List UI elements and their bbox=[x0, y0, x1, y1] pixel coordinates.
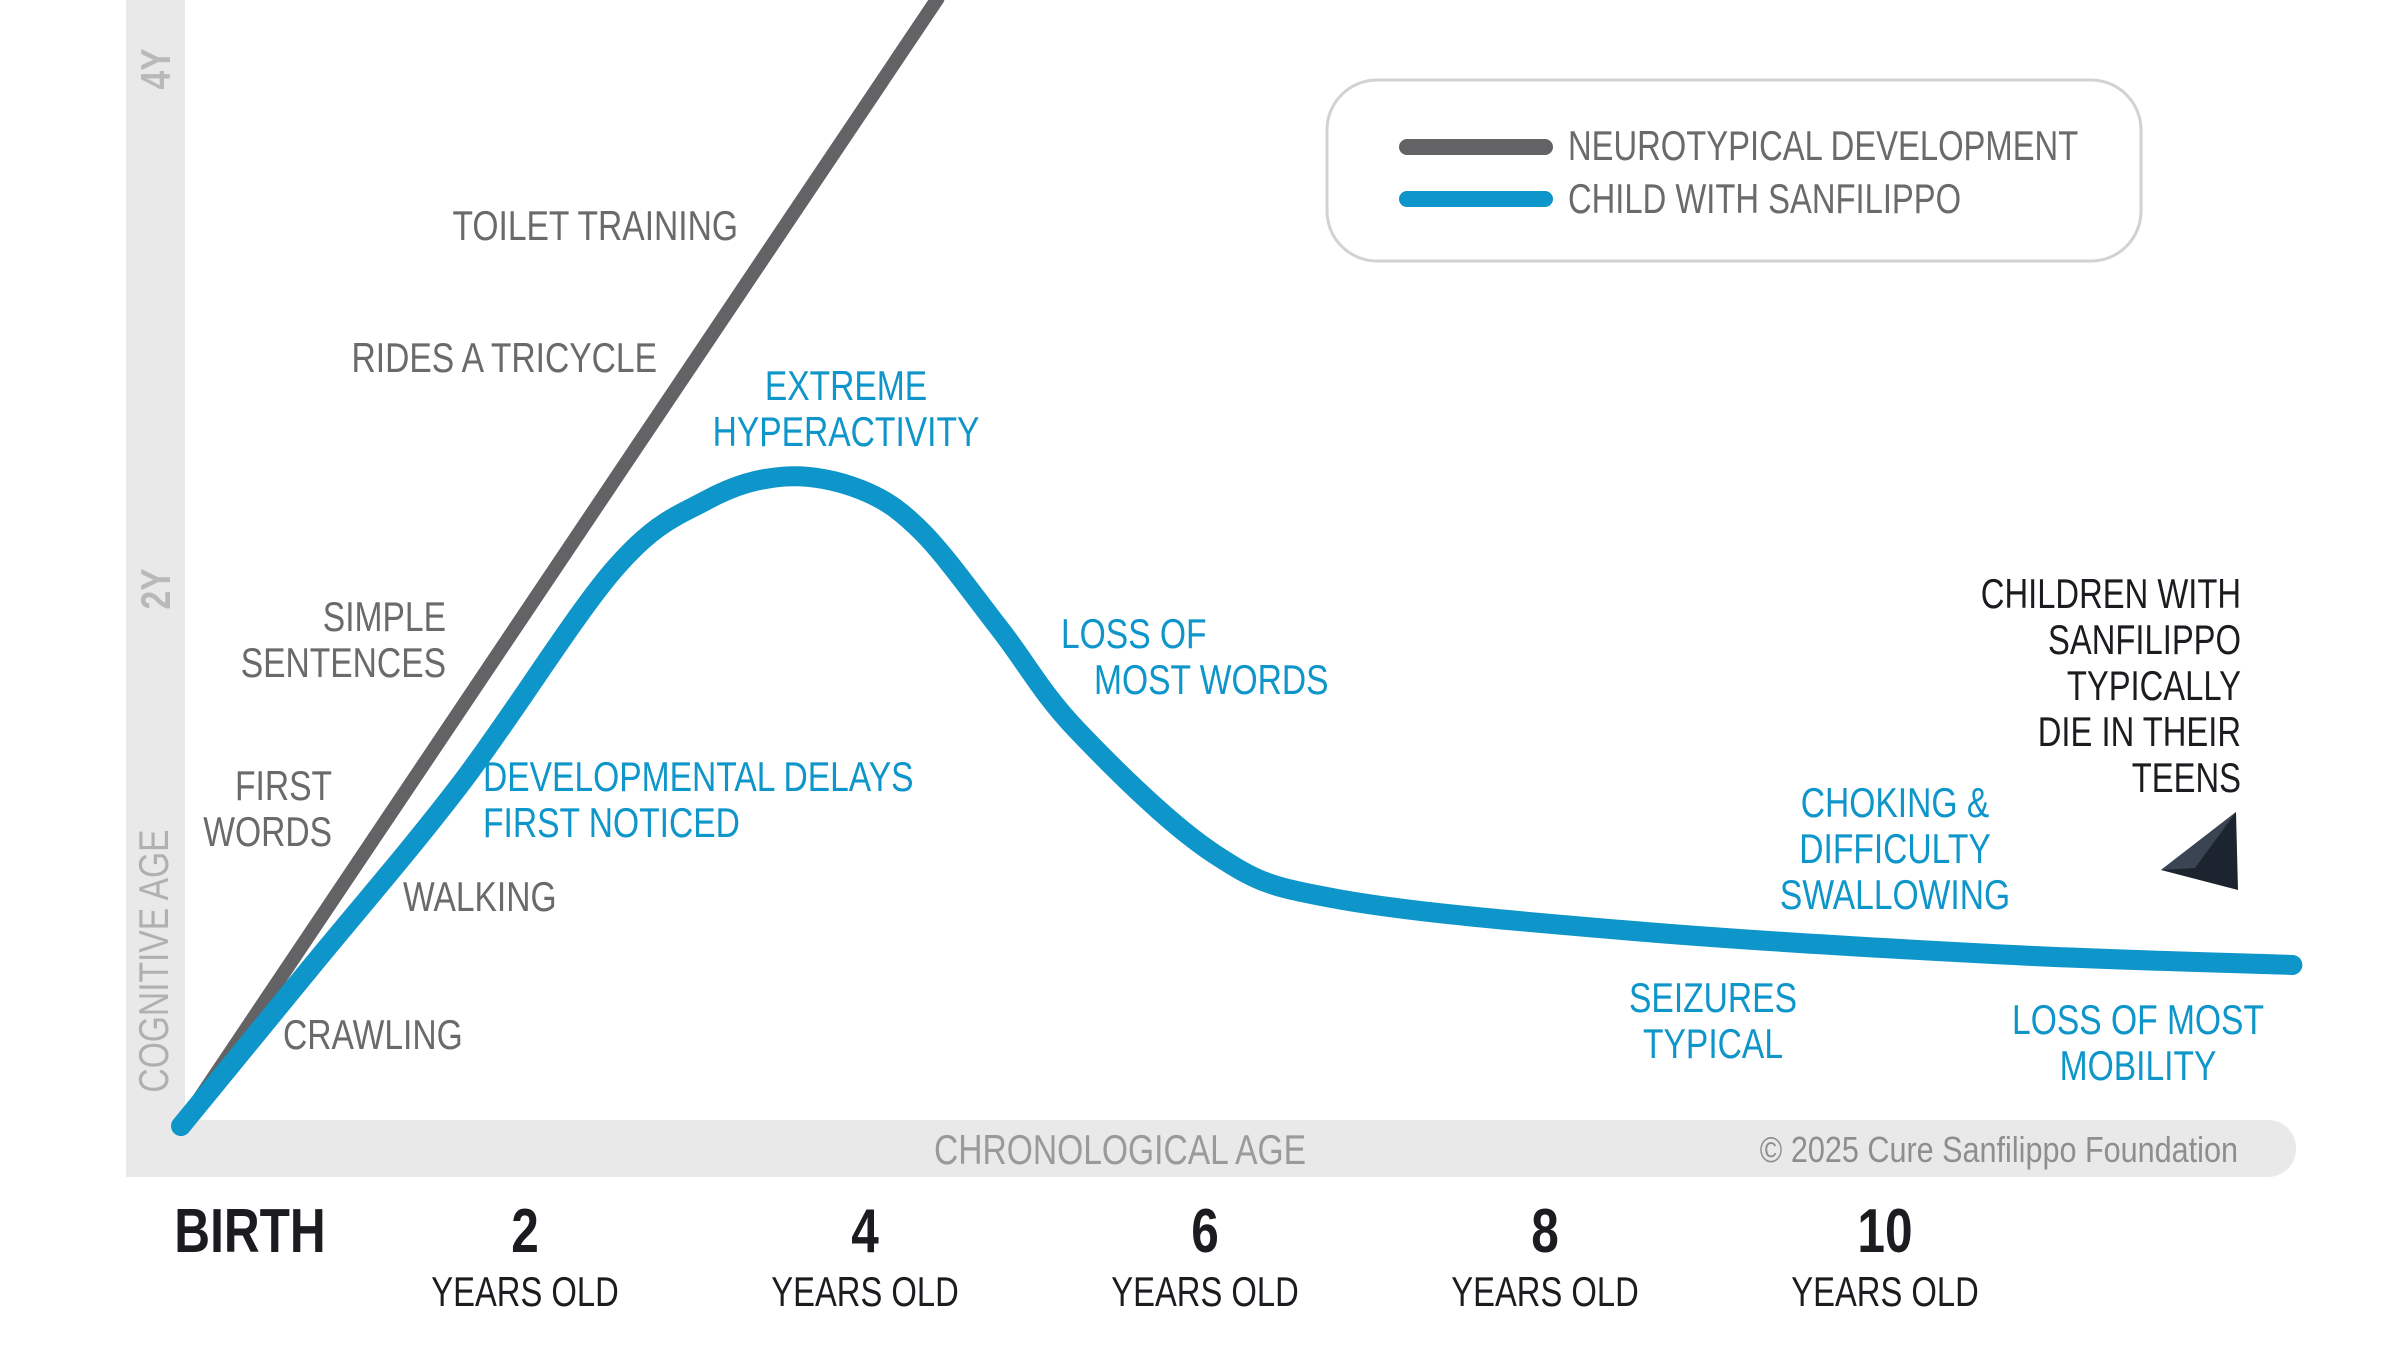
series-sanfilippo-line bbox=[171, 466, 2303, 1136]
annotation-simple-sentences-1: SIMPLE bbox=[323, 595, 446, 641]
teens-note-3: TYPICALLY bbox=[2067, 662, 2241, 709]
annotation-first-words-1: FIRST bbox=[235, 764, 332, 810]
x-tick-label: BIRTH bbox=[174, 1196, 325, 1266]
annotation-mobility-1: LOSS OF MOST bbox=[2012, 998, 2264, 1044]
annotation-crawling: CRAWLING bbox=[283, 1013, 463, 1059]
x-tick-sublabel: YEARS OLD bbox=[1791, 1268, 1978, 1315]
teens-note-4: DIE IN THEIR bbox=[2038, 708, 2241, 755]
annotation-walking: WALKING bbox=[403, 875, 557, 921]
teens-note-5: TEENS bbox=[2132, 754, 2241, 801]
annotation-simple-sentences-2: SENTENCES bbox=[241, 641, 446, 687]
annotation-loss-words-2: MOST WORDS bbox=[1094, 658, 1328, 704]
legend-label-sanfilippo: CHILD WITH SANFILIPPO bbox=[1568, 175, 1961, 222]
x-axis-label: CHRONOLOGICAL AGE bbox=[934, 1128, 1306, 1174]
legend-label-neurotypical: NEUROTYPICAL DEVELOPMENT bbox=[1568, 122, 2078, 169]
x-tick-sublabel: YEARS OLD bbox=[1111, 1268, 1298, 1315]
annotation-hyperactivity-1: EXTREME bbox=[765, 364, 927, 410]
annotation-mobility-2: MOBILITY bbox=[2060, 1044, 2217, 1090]
x-tick-sublabel: YEARS OLD bbox=[771, 1268, 958, 1315]
annotation-first-words-2: WORDS bbox=[203, 810, 332, 856]
teens-note-2: SANFILIPPO bbox=[2048, 616, 2241, 663]
y-tick-4y: 4Y bbox=[134, 48, 180, 89]
x-tick-label: 10 bbox=[1857, 1196, 1912, 1266]
annotation-seizures-2: TYPICAL bbox=[1643, 1022, 1783, 1068]
series-neurotypical-line bbox=[174, 0, 945, 1133]
annotation-seizures-1: SEIZURES bbox=[1629, 976, 1797, 1022]
x-tick-sublabel: YEARS OLD bbox=[431, 1268, 618, 1315]
annotation-delays-2: FIRST NOTICED bbox=[483, 801, 740, 847]
annotation-choking-2: DIFFICULTY bbox=[1799, 827, 1991, 873]
x-tick-label: 4 bbox=[851, 1196, 879, 1266]
y-axis-label: COGNITIVE AGE bbox=[132, 829, 178, 1092]
annotation-choking-3: SWALLOWING bbox=[1780, 873, 2010, 919]
y-tick-2y: 2Y bbox=[134, 568, 180, 609]
legend-box bbox=[1325, 78, 2143, 263]
annotation-hyperactivity-2: HYPERACTIVITY bbox=[713, 410, 980, 456]
annotation-toilet-training: TOILET TRAINING bbox=[452, 204, 738, 250]
copyright: © 2025 Cure Sanfilippo Foundation bbox=[1760, 1131, 2238, 1171]
x-tick-label: 8 bbox=[1531, 1196, 1559, 1266]
x-tick-sublabel: YEARS OLD bbox=[1451, 1268, 1638, 1315]
annotation-choking-1: CHOKING & bbox=[1801, 781, 1989, 827]
teens-note-1: CHILDREN WITH bbox=[1981, 570, 2241, 617]
x-axis-band bbox=[126, 1120, 2296, 1177]
x-tick-label: 2 bbox=[511, 1196, 539, 1266]
y-axis-band bbox=[126, 0, 185, 1177]
arrow-icon bbox=[2161, 812, 2238, 890]
annotation-rides-tricycle: RIDES A TRICYCLE bbox=[352, 336, 657, 382]
x-tick-label: 6 bbox=[1191, 1196, 1219, 1266]
annotation-delays-1: DEVELOPMENTAL DELAYS bbox=[483, 755, 914, 801]
annotation-loss-words-1: LOSS OF bbox=[1061, 612, 1207, 658]
